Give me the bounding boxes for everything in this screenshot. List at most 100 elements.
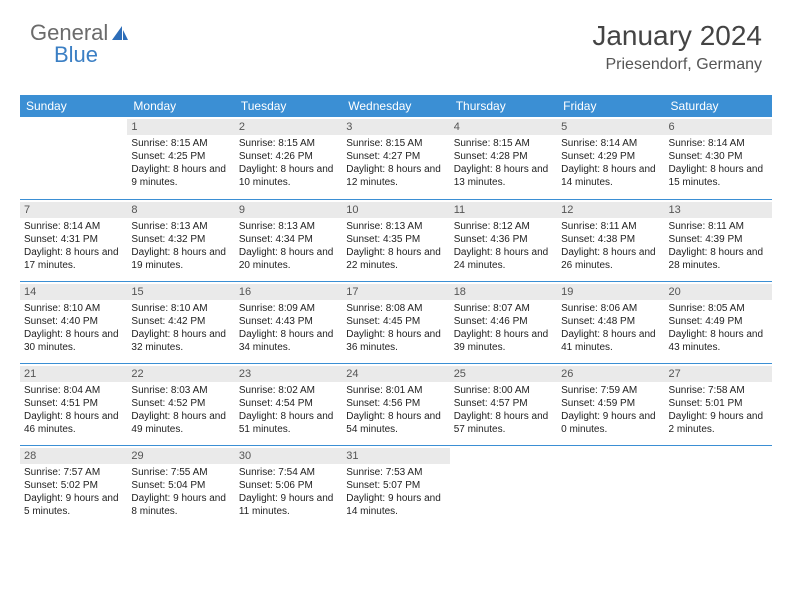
sunset-text: Sunset: 4:51 PM — [24, 397, 123, 410]
sunrise-text: Sunrise: 8:02 AM — [239, 384, 338, 397]
sunset-text: Sunset: 4:59 PM — [561, 397, 660, 410]
sunset-text: Sunset: 4:34 PM — [239, 233, 338, 246]
weekday-monday: Monday — [127, 95, 234, 117]
sunset-text: Sunset: 4:40 PM — [24, 315, 123, 328]
sunrise-text: Sunrise: 8:13 AM — [239, 220, 338, 233]
sunrise-text: Sunrise: 7:55 AM — [131, 466, 230, 479]
sunset-text: Sunset: 4:42 PM — [131, 315, 230, 328]
sunset-text: Sunset: 4:49 PM — [669, 315, 768, 328]
sunset-text: Sunset: 5:07 PM — [346, 479, 445, 492]
day-number: 18 — [450, 284, 557, 300]
daylight-text: Daylight: 8 hours and 24 minutes. — [454, 246, 553, 272]
sunrise-text: Sunrise: 7:59 AM — [561, 384, 660, 397]
weekday-friday: Friday — [557, 95, 664, 117]
sunrise-text: Sunrise: 8:15 AM — [239, 137, 338, 150]
day-number: 3 — [342, 119, 449, 135]
sunset-text: Sunset: 5:04 PM — [131, 479, 230, 492]
sunrise-text: Sunrise: 7:54 AM — [239, 466, 338, 479]
day-number: 23 — [235, 366, 342, 382]
daylight-text: Daylight: 8 hours and 51 minutes. — [239, 410, 338, 436]
day-number: 28 — [20, 448, 127, 464]
daylight-text: Daylight: 8 hours and 13 minutes. — [454, 163, 553, 189]
weekday-thursday: Thursday — [450, 95, 557, 117]
sunrise-text: Sunrise: 8:04 AM — [24, 384, 123, 397]
day-number: 11 — [450, 202, 557, 218]
sunset-text: Sunset: 4:48 PM — [561, 315, 660, 328]
empty-cell — [665, 445, 772, 527]
daylight-text: Daylight: 8 hours and 20 minutes. — [239, 246, 338, 272]
day-number: 13 — [665, 202, 772, 218]
day-cell-31: 31Sunrise: 7:53 AMSunset: 5:07 PMDayligh… — [342, 445, 449, 527]
day-cell-17: 17Sunrise: 8:08 AMSunset: 4:45 PMDayligh… — [342, 281, 449, 363]
day-number: 7 — [20, 202, 127, 218]
day-cell-12: 12Sunrise: 8:11 AMSunset: 4:38 PMDayligh… — [557, 199, 664, 281]
day-number: 5 — [557, 119, 664, 135]
daylight-text: Daylight: 9 hours and 0 minutes. — [561, 410, 660, 436]
day-cell-13: 13Sunrise: 8:11 AMSunset: 4:39 PMDayligh… — [665, 199, 772, 281]
sunset-text: Sunset: 4:28 PM — [454, 150, 553, 163]
daylight-text: Daylight: 8 hours and 41 minutes. — [561, 328, 660, 354]
sunset-text: Sunset: 4:25 PM — [131, 150, 230, 163]
daylight-text: Daylight: 9 hours and 8 minutes. — [131, 492, 230, 518]
sunset-text: Sunset: 4:43 PM — [239, 315, 338, 328]
day-number: 26 — [557, 366, 664, 382]
weekday-sunday: Sunday — [20, 95, 127, 117]
sunset-text: Sunset: 4:45 PM — [346, 315, 445, 328]
sunset-text: Sunset: 4:36 PM — [454, 233, 553, 246]
sunrise-text: Sunrise: 8:00 AM — [454, 384, 553, 397]
empty-cell — [450, 445, 557, 527]
location: Priesendorf, Germany — [592, 56, 762, 74]
day-number: 17 — [342, 284, 449, 300]
sunset-text: Sunset: 4:31 PM — [24, 233, 123, 246]
day-number: 2 — [235, 119, 342, 135]
weekday-tuesday: Tuesday — [235, 95, 342, 117]
daylight-text: Daylight: 8 hours and 22 minutes. — [346, 246, 445, 272]
day-cell-4: 4Sunrise: 8:15 AMSunset: 4:28 PMDaylight… — [450, 117, 557, 199]
day-cell-7: 7Sunrise: 8:14 AMSunset: 4:31 PMDaylight… — [20, 199, 127, 281]
header: January 2024 Priesendorf, Germany — [592, 20, 762, 74]
day-cell-24: 24Sunrise: 8:01 AMSunset: 4:56 PMDayligh… — [342, 363, 449, 445]
sunrise-text: Sunrise: 7:58 AM — [669, 384, 768, 397]
daylight-text: Daylight: 8 hours and 14 minutes. — [561, 163, 660, 189]
daylight-text: Daylight: 8 hours and 28 minutes. — [669, 246, 768, 272]
sunrise-text: Sunrise: 8:14 AM — [24, 220, 123, 233]
day-cell-3: 3Sunrise: 8:15 AMSunset: 4:27 PMDaylight… — [342, 117, 449, 199]
daylight-text: Daylight: 8 hours and 26 minutes. — [561, 246, 660, 272]
day-cell-29: 29Sunrise: 7:55 AMSunset: 5:04 PMDayligh… — [127, 445, 234, 527]
daylight-text: Daylight: 8 hours and 54 minutes. — [346, 410, 445, 436]
day-cell-30: 30Sunrise: 7:54 AMSunset: 5:06 PMDayligh… — [235, 445, 342, 527]
day-number: 8 — [127, 202, 234, 218]
daylight-text: Daylight: 8 hours and 57 minutes. — [454, 410, 553, 436]
day-number: 16 — [235, 284, 342, 300]
day-number: 27 — [665, 366, 772, 382]
weekday-header-row: SundayMondayTuesdayWednesdayThursdayFrid… — [20, 95, 772, 117]
calendar-row: 1 Sunrise: 8:15 AM Sunset: 4:25 PM Daylight… — [20, 117, 772, 199]
daylight-text: Daylight: 8 hours and 49 minutes. — [131, 410, 230, 436]
sunrise-text: Sunrise: 8:14 AM — [669, 137, 768, 150]
day-number: 1 — [127, 119, 234, 135]
day-number: 9 — [235, 202, 342, 218]
day-cell-16: 16Sunrise: 8:09 AMSunset: 4:43 PMDayligh… — [235, 281, 342, 363]
day-cell-25: 25Sunrise: 8:00 AMSunset: 4:57 PMDayligh… — [450, 363, 557, 445]
daylight-text: Daylight: 9 hours and 14 minutes. — [346, 492, 445, 518]
calendar-row: 14Sunrise: 8:10 AMSunset: 4:40 PMDayligh… — [20, 281, 772, 363]
daylight-text: Daylight: 8 hours and 30 minutes. — [24, 328, 123, 354]
day-number: 22 — [127, 366, 234, 382]
sunrise-text: Sunrise: 8:06 AM — [561, 302, 660, 315]
daylight-text: Daylight: 8 hours and 15 minutes. — [669, 163, 768, 189]
sunset-text: Sunset: 4:52 PM — [131, 397, 230, 410]
day-number: 14 — [20, 284, 127, 300]
sunset-text: Sunset: 4:56 PM — [346, 397, 445, 410]
daylight-text: Daylight: 8 hours and 39 minutes. — [454, 328, 553, 354]
day-cell-19: 19Sunrise: 8:06 AMSunset: 4:48 PMDayligh… — [557, 281, 664, 363]
day-cell-26: 26 Sunrise: 7:59 AMSunset: 4:59 PMDayligh… — [557, 363, 664, 445]
daylight-text: Daylight: 8 hours and 12 minutes. — [346, 163, 445, 189]
day-cell-18: 18Sunrise: 8:07 AMSunset: 4:46 PMDayligh… — [450, 281, 557, 363]
sunrise-text: Sunrise: 8:12 AM — [454, 220, 553, 233]
sunrise-text: Sunrise: 8:13 AM — [131, 220, 230, 233]
empty-cell — [557, 445, 664, 527]
day-number: 6 — [665, 119, 772, 135]
sunrise-text: Sunrise: 7:57 AM — [24, 466, 123, 479]
day-cell-8: 8Sunrise: 8:13 AMSunset: 4:32 PMDaylight… — [127, 199, 234, 281]
daylight-text: Daylight: 9 hours and 5 minutes. — [24, 492, 123, 518]
